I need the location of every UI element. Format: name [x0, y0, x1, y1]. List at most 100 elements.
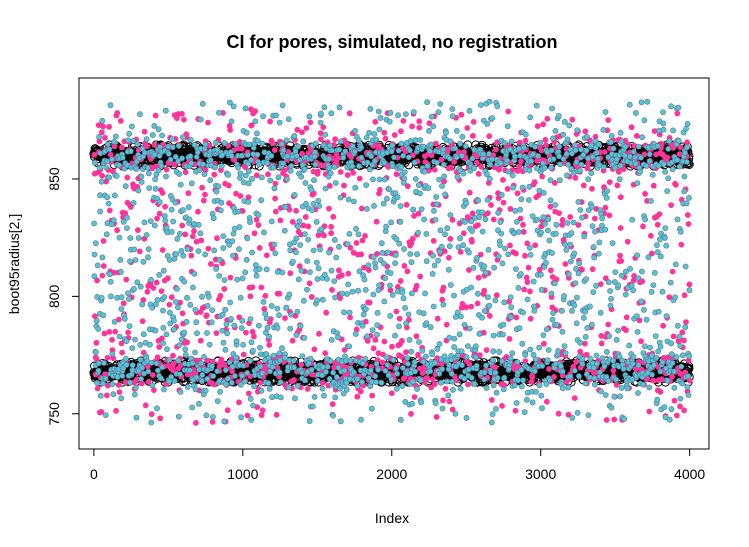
pink-point: [329, 286, 335, 293]
pink-point: [319, 380, 326, 386]
pink-point: [316, 330, 322, 337]
pink-point: [369, 392, 376, 399]
pink-point: [513, 314, 520, 321]
pink-point: [113, 407, 119, 414]
pink-point: [475, 222, 481, 228]
pink-point: [141, 128, 148, 135]
pink-point: [195, 208, 201, 215]
pink-point: [262, 292, 269, 299]
pink-point: [522, 137, 529, 144]
pink-point: [445, 146, 451, 153]
pink-point: [101, 330, 108, 337]
pink-point: [416, 124, 423, 131]
pink-point: [106, 328, 113, 335]
pink-point: [266, 341, 273, 348]
pink-point: [249, 328, 256, 335]
pink-point: [463, 304, 469, 311]
pink-point: [370, 345, 377, 352]
pink-point: [512, 407, 519, 414]
pink-point: [345, 270, 352, 277]
pink-point: [125, 329, 132, 336]
pink-point: [464, 125, 471, 131]
pink-point: [330, 213, 337, 220]
pink-point: [520, 228, 527, 235]
pink-point: [424, 374, 431, 381]
pink-point: [514, 190, 521, 197]
pink-point: [307, 119, 314, 126]
pink-point: [531, 179, 538, 185]
pink-point: [400, 118, 407, 124]
pink-point: [159, 190, 166, 196]
pink-point: [259, 407, 266, 414]
pink-point: [499, 402, 505, 409]
pink-point: [184, 339, 190, 346]
pink-point: [492, 364, 499, 371]
pink-point: [413, 282, 420, 289]
pink-point: [261, 305, 268, 312]
pink-point: [401, 262, 408, 269]
pink-point: [521, 286, 528, 293]
pink-point: [263, 252, 270, 259]
pink-point: [430, 237, 437, 244]
pink-point: [398, 337, 405, 344]
pink-point: [439, 296, 446, 303]
pink-point: [240, 351, 247, 358]
pink-point: [99, 172, 105, 179]
pink-point: [379, 359, 386, 366]
pink-point: [448, 164, 454, 171]
pink-point: [338, 272, 345, 279]
pink-point: [117, 118, 124, 124]
pink-point: [358, 251, 365, 258]
pink-point: [149, 372, 156, 378]
pink-point: [100, 123, 106, 130]
pink-point: [356, 175, 363, 182]
pink-point: [398, 353, 405, 360]
pink-point: [449, 216, 456, 223]
pink-point: [305, 223, 312, 230]
pink-point: [151, 141, 158, 148]
pink-point: [247, 293, 254, 300]
pink-point: [298, 361, 305, 368]
pink-point: [520, 221, 526, 228]
pink-point: [518, 158, 524, 165]
pink-point: [100, 238, 107, 244]
pink-point: [522, 252, 528, 259]
pink-point: [458, 111, 465, 118]
pink-point: [188, 252, 195, 259]
pink-point: [432, 140, 439, 147]
pink-point: [475, 274, 482, 281]
pink-point: [358, 205, 365, 212]
pink-point: [104, 392, 110, 399]
pink-point: [269, 140, 276, 147]
pink-point: [326, 205, 332, 212]
pink-point: [335, 155, 341, 161]
pink-point: [115, 382, 122, 388]
pink-point: [332, 136, 339, 143]
pink-point: [403, 349, 409, 355]
pink-point: [119, 349, 125, 356]
pink-point: [256, 244, 263, 251]
pink-point: [148, 411, 155, 418]
pink-point: [478, 163, 485, 170]
band-point: [684, 363, 694, 373]
pink-point: [209, 418, 216, 425]
pink-point: [404, 268, 411, 275]
pink-point: [157, 415, 164, 422]
pink-point: [329, 401, 336, 407]
pink-point: [381, 338, 388, 345]
pink-point: [529, 374, 536, 381]
pink-point: [144, 288, 151, 295]
pink-point: [303, 125, 310, 132]
pink-point: [178, 110, 185, 117]
pink-point: [282, 315, 288, 321]
pink-point: [505, 108, 512, 115]
pink-point: [116, 389, 123, 395]
pink-point: [366, 299, 373, 306]
pink-point: [346, 110, 353, 117]
pink-point: [214, 235, 220, 242]
pink-point: [484, 210, 491, 217]
pink-point: [199, 184, 205, 191]
pink-point: [323, 309, 330, 316]
pink-point: [442, 385, 449, 392]
pink-point: [244, 412, 251, 419]
